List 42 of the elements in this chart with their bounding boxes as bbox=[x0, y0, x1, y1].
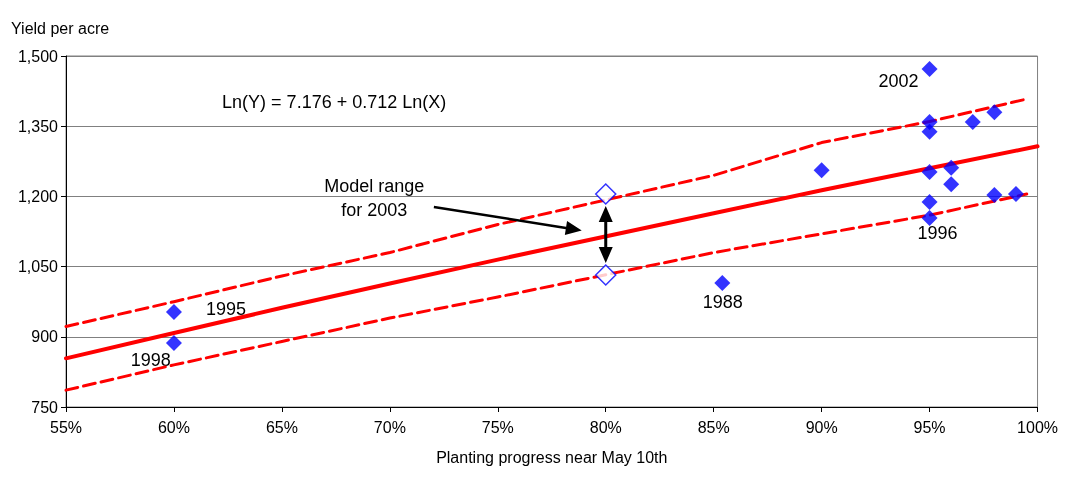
point bbox=[921, 164, 938, 181]
point bbox=[986, 187, 1003, 203]
x-tick-label: 60% bbox=[157, 418, 190, 436]
y-tick-label: 1,350 bbox=[17, 117, 59, 135]
annotation: Ln(Y) = 7.176 + 0.712 Ln(X) bbox=[222, 91, 447, 112]
annotation: 2002 bbox=[878, 70, 919, 91]
point bbox=[964, 113, 981, 130]
x-tick-label: 65% bbox=[265, 418, 298, 436]
x-tick-label: 70% bbox=[373, 418, 406, 436]
x-tick-label: 80% bbox=[589, 418, 622, 436]
x-tick-label: 100% bbox=[1017, 418, 1058, 436]
point bbox=[594, 264, 617, 286]
y-tick-label: 1,050 bbox=[17, 258, 59, 276]
y-tick-label: 1,500 bbox=[17, 47, 59, 65]
point bbox=[813, 162, 830, 179]
point bbox=[921, 209, 938, 226]
point bbox=[921, 123, 938, 140]
x-tick-label: 90% bbox=[805, 418, 838, 436]
y-tick-label: 750 bbox=[31, 398, 59, 416]
annotation: 1998 bbox=[130, 349, 171, 370]
y-tick-label: 900 bbox=[31, 328, 59, 346]
x-axis-title: Planting progress near May 10th bbox=[436, 448, 668, 466]
y-axis-title: Yield per acre bbox=[11, 19, 110, 37]
point bbox=[594, 183, 617, 205]
point bbox=[943, 159, 960, 176]
x-tick-label: 55% bbox=[49, 418, 83, 436]
annotation: 1995 bbox=[205, 298, 247, 319]
annotation: 1996 bbox=[917, 223, 958, 244]
annotation: 1988 bbox=[702, 291, 743, 312]
point bbox=[714, 274, 731, 291]
annotation: Model range for 2003 bbox=[324, 176, 425, 221]
point bbox=[986, 104, 1003, 121]
point bbox=[943, 176, 960, 193]
point bbox=[165, 334, 182, 351]
point bbox=[921, 194, 938, 211]
y-tick-label: 1,200 bbox=[17, 187, 59, 205]
point bbox=[1007, 186, 1024, 203]
x-tick-label: 85% bbox=[697, 418, 730, 436]
point bbox=[165, 304, 182, 320]
point bbox=[921, 61, 938, 78]
x-tick-label: 75% bbox=[481, 418, 514, 436]
x-tick-label: 95% bbox=[913, 418, 946, 436]
